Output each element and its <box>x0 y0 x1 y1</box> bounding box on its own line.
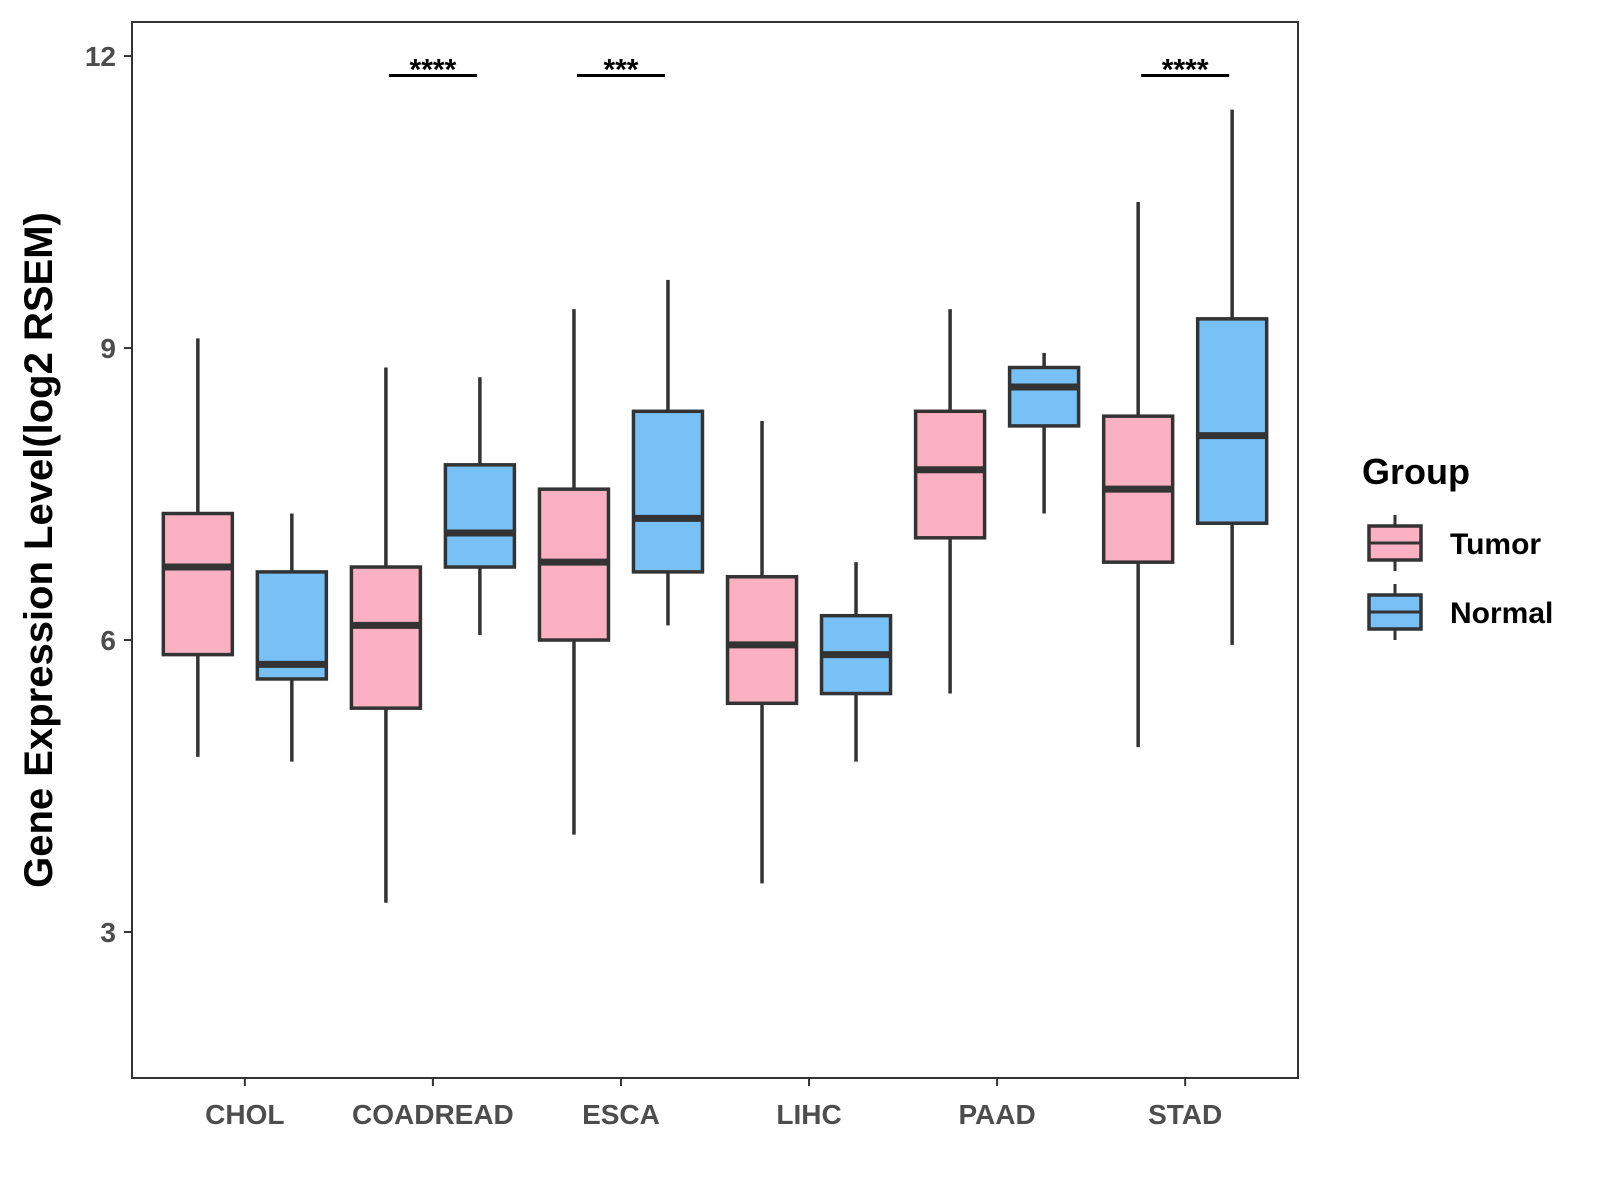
box-normal-lihc <box>819 562 893 762</box>
legend: Group Tumor Normal <box>1362 451 1553 640</box>
box-normal-stad <box>1195 109 1269 645</box>
box-iqr <box>161 511 235 657</box>
legend-label: Tumor <box>1450 528 1541 561</box>
x-tick-label: CHOL <box>205 1099 284 1130</box>
axes: 3 6 9 12 CHOL COADREAD ESCA LIHC PAAD STAD <box>85 41 1222 1130</box>
box-tumor-paad <box>913 309 987 694</box>
y-axis-title: Gene Expression Level(log2 RSEM) <box>17 212 61 888</box>
x-tick-label: STAD <box>1148 1099 1222 1130</box>
plot-marks: **** *** **** <box>161 54 1269 903</box>
box-iqr <box>913 409 987 540</box>
box-tumor-coadread <box>349 367 423 903</box>
x-tick-label: ESCA <box>582 1099 660 1130</box>
legend-title: Group <box>1362 451 1470 492</box>
y-tick-label: 12 <box>85 41 116 72</box>
box-iqr <box>1195 317 1269 525</box>
legend-label: Normal <box>1450 597 1553 630</box>
box-tumor-lihc <box>725 421 799 884</box>
significance-label: **** <box>410 54 457 87</box>
y-tick-label: 9 <box>100 333 116 364</box>
x-tick-label: COADREAD <box>352 1099 514 1130</box>
significance-label: *** <box>603 54 638 87</box>
box-tumor-stad <box>1101 202 1175 748</box>
x-tick-label: PAAD <box>958 1099 1035 1130</box>
x-tick-label: LIHC <box>776 1099 841 1130</box>
box-iqr <box>631 409 705 574</box>
y-tick-label: 3 <box>100 917 116 948</box>
box-normal-chol <box>255 513 329 762</box>
box-iqr <box>1007 365 1081 428</box>
box-tumor-chol <box>161 338 235 757</box>
legend-item-tumor: Tumor <box>1367 515 1541 571</box>
significance-label: **** <box>1162 54 1209 87</box>
plot-panel-border <box>131 21 1299 1079</box>
box-normal-coadread <box>443 377 517 636</box>
box-iqr <box>725 575 799 706</box>
y-tick-label: 6 <box>100 625 116 656</box>
legend-item-normal: Normal <box>1367 584 1553 640</box>
box-iqr <box>443 463 517 569</box>
box-iqr <box>349 565 423 710</box>
box-normal-paad <box>1007 352 1081 514</box>
box-normal-esca <box>631 279 705 626</box>
box-tumor-esca <box>537 309 611 835</box>
